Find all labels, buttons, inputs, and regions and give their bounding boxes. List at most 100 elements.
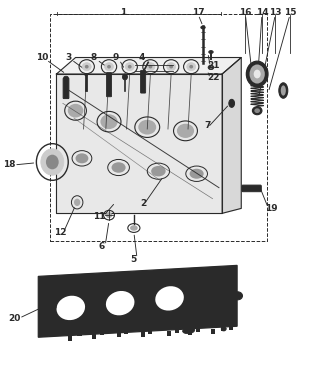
Bar [221, 327, 225, 331]
Bar [100, 276, 104, 281]
Bar [68, 336, 72, 340]
Bar [229, 271, 233, 276]
Text: 9: 9 [113, 53, 119, 62]
Ellipse shape [103, 288, 138, 318]
Bar [77, 277, 82, 282]
Ellipse shape [84, 74, 88, 76]
FancyBboxPatch shape [140, 70, 146, 93]
Text: 1: 1 [120, 8, 126, 17]
FancyBboxPatch shape [107, 72, 112, 97]
Ellipse shape [250, 64, 265, 84]
Ellipse shape [57, 296, 85, 320]
Bar [188, 276, 193, 281]
Ellipse shape [156, 279, 162, 284]
Bar [92, 280, 96, 284]
Bar [44, 278, 48, 283]
Ellipse shape [152, 283, 187, 314]
Bar [211, 329, 215, 334]
Ellipse shape [64, 76, 68, 79]
Text: 22: 22 [207, 73, 220, 82]
Ellipse shape [254, 108, 260, 113]
Text: 11: 11 [93, 212, 106, 222]
Bar [175, 329, 179, 333]
Circle shape [46, 155, 59, 169]
Bar [167, 277, 171, 282]
Ellipse shape [112, 162, 126, 173]
Ellipse shape [221, 327, 226, 331]
Ellipse shape [82, 63, 91, 71]
Text: 15: 15 [284, 8, 296, 17]
Bar [148, 275, 152, 280]
Bar [175, 274, 179, 279]
Text: 12: 12 [54, 228, 67, 237]
Ellipse shape [107, 281, 113, 286]
Bar [140, 278, 145, 283]
Ellipse shape [187, 63, 196, 71]
Text: 3: 3 [65, 53, 71, 62]
Bar [196, 328, 200, 332]
Text: 20: 20 [8, 314, 20, 323]
Ellipse shape [155, 286, 184, 311]
Ellipse shape [106, 212, 112, 218]
Ellipse shape [201, 26, 205, 29]
Ellipse shape [281, 85, 286, 96]
Ellipse shape [107, 65, 111, 68]
Ellipse shape [228, 283, 234, 289]
Ellipse shape [167, 63, 176, 71]
Bar [221, 272, 225, 277]
Ellipse shape [169, 65, 173, 68]
Ellipse shape [252, 107, 262, 115]
Bar [50, 14, 267, 241]
Polygon shape [56, 57, 241, 74]
Ellipse shape [189, 65, 193, 68]
Ellipse shape [189, 169, 204, 179]
Text: 4: 4 [139, 53, 145, 62]
Text: 6: 6 [99, 242, 105, 251]
Ellipse shape [47, 303, 56, 311]
Bar [167, 331, 171, 336]
Ellipse shape [246, 61, 268, 87]
Bar [117, 278, 122, 283]
Bar [124, 275, 128, 280]
Text: 8: 8 [91, 53, 97, 62]
Text: 2: 2 [140, 199, 147, 208]
Circle shape [74, 199, 80, 206]
Ellipse shape [85, 65, 89, 68]
Polygon shape [56, 74, 222, 213]
Text: 5: 5 [131, 255, 137, 263]
Bar [188, 330, 193, 335]
Bar [211, 275, 215, 280]
Bar [44, 332, 48, 337]
Circle shape [123, 74, 127, 80]
Polygon shape [38, 265, 237, 337]
Ellipse shape [106, 291, 134, 315]
Ellipse shape [48, 282, 54, 287]
Bar [196, 273, 200, 278]
Text: 17: 17 [192, 8, 204, 17]
Ellipse shape [148, 65, 152, 68]
Ellipse shape [151, 166, 166, 176]
Ellipse shape [125, 63, 134, 71]
Ellipse shape [177, 124, 194, 138]
Text: 19: 19 [265, 205, 277, 213]
Bar [77, 331, 82, 336]
Ellipse shape [209, 50, 213, 53]
Text: 10: 10 [36, 53, 48, 62]
Ellipse shape [205, 277, 211, 282]
Bar [53, 329, 58, 334]
Circle shape [41, 149, 64, 175]
Ellipse shape [105, 63, 114, 71]
Text: 18: 18 [4, 160, 16, 169]
Text: 7: 7 [204, 121, 211, 130]
Text: 16: 16 [239, 8, 252, 17]
Bar [92, 334, 96, 339]
Text: 21: 21 [207, 61, 220, 70]
Polygon shape [222, 57, 241, 213]
Bar [100, 330, 104, 335]
Ellipse shape [130, 225, 138, 231]
FancyBboxPatch shape [242, 185, 261, 192]
Ellipse shape [208, 65, 214, 70]
Bar [117, 332, 122, 337]
FancyBboxPatch shape [63, 78, 69, 99]
Ellipse shape [68, 104, 84, 117]
